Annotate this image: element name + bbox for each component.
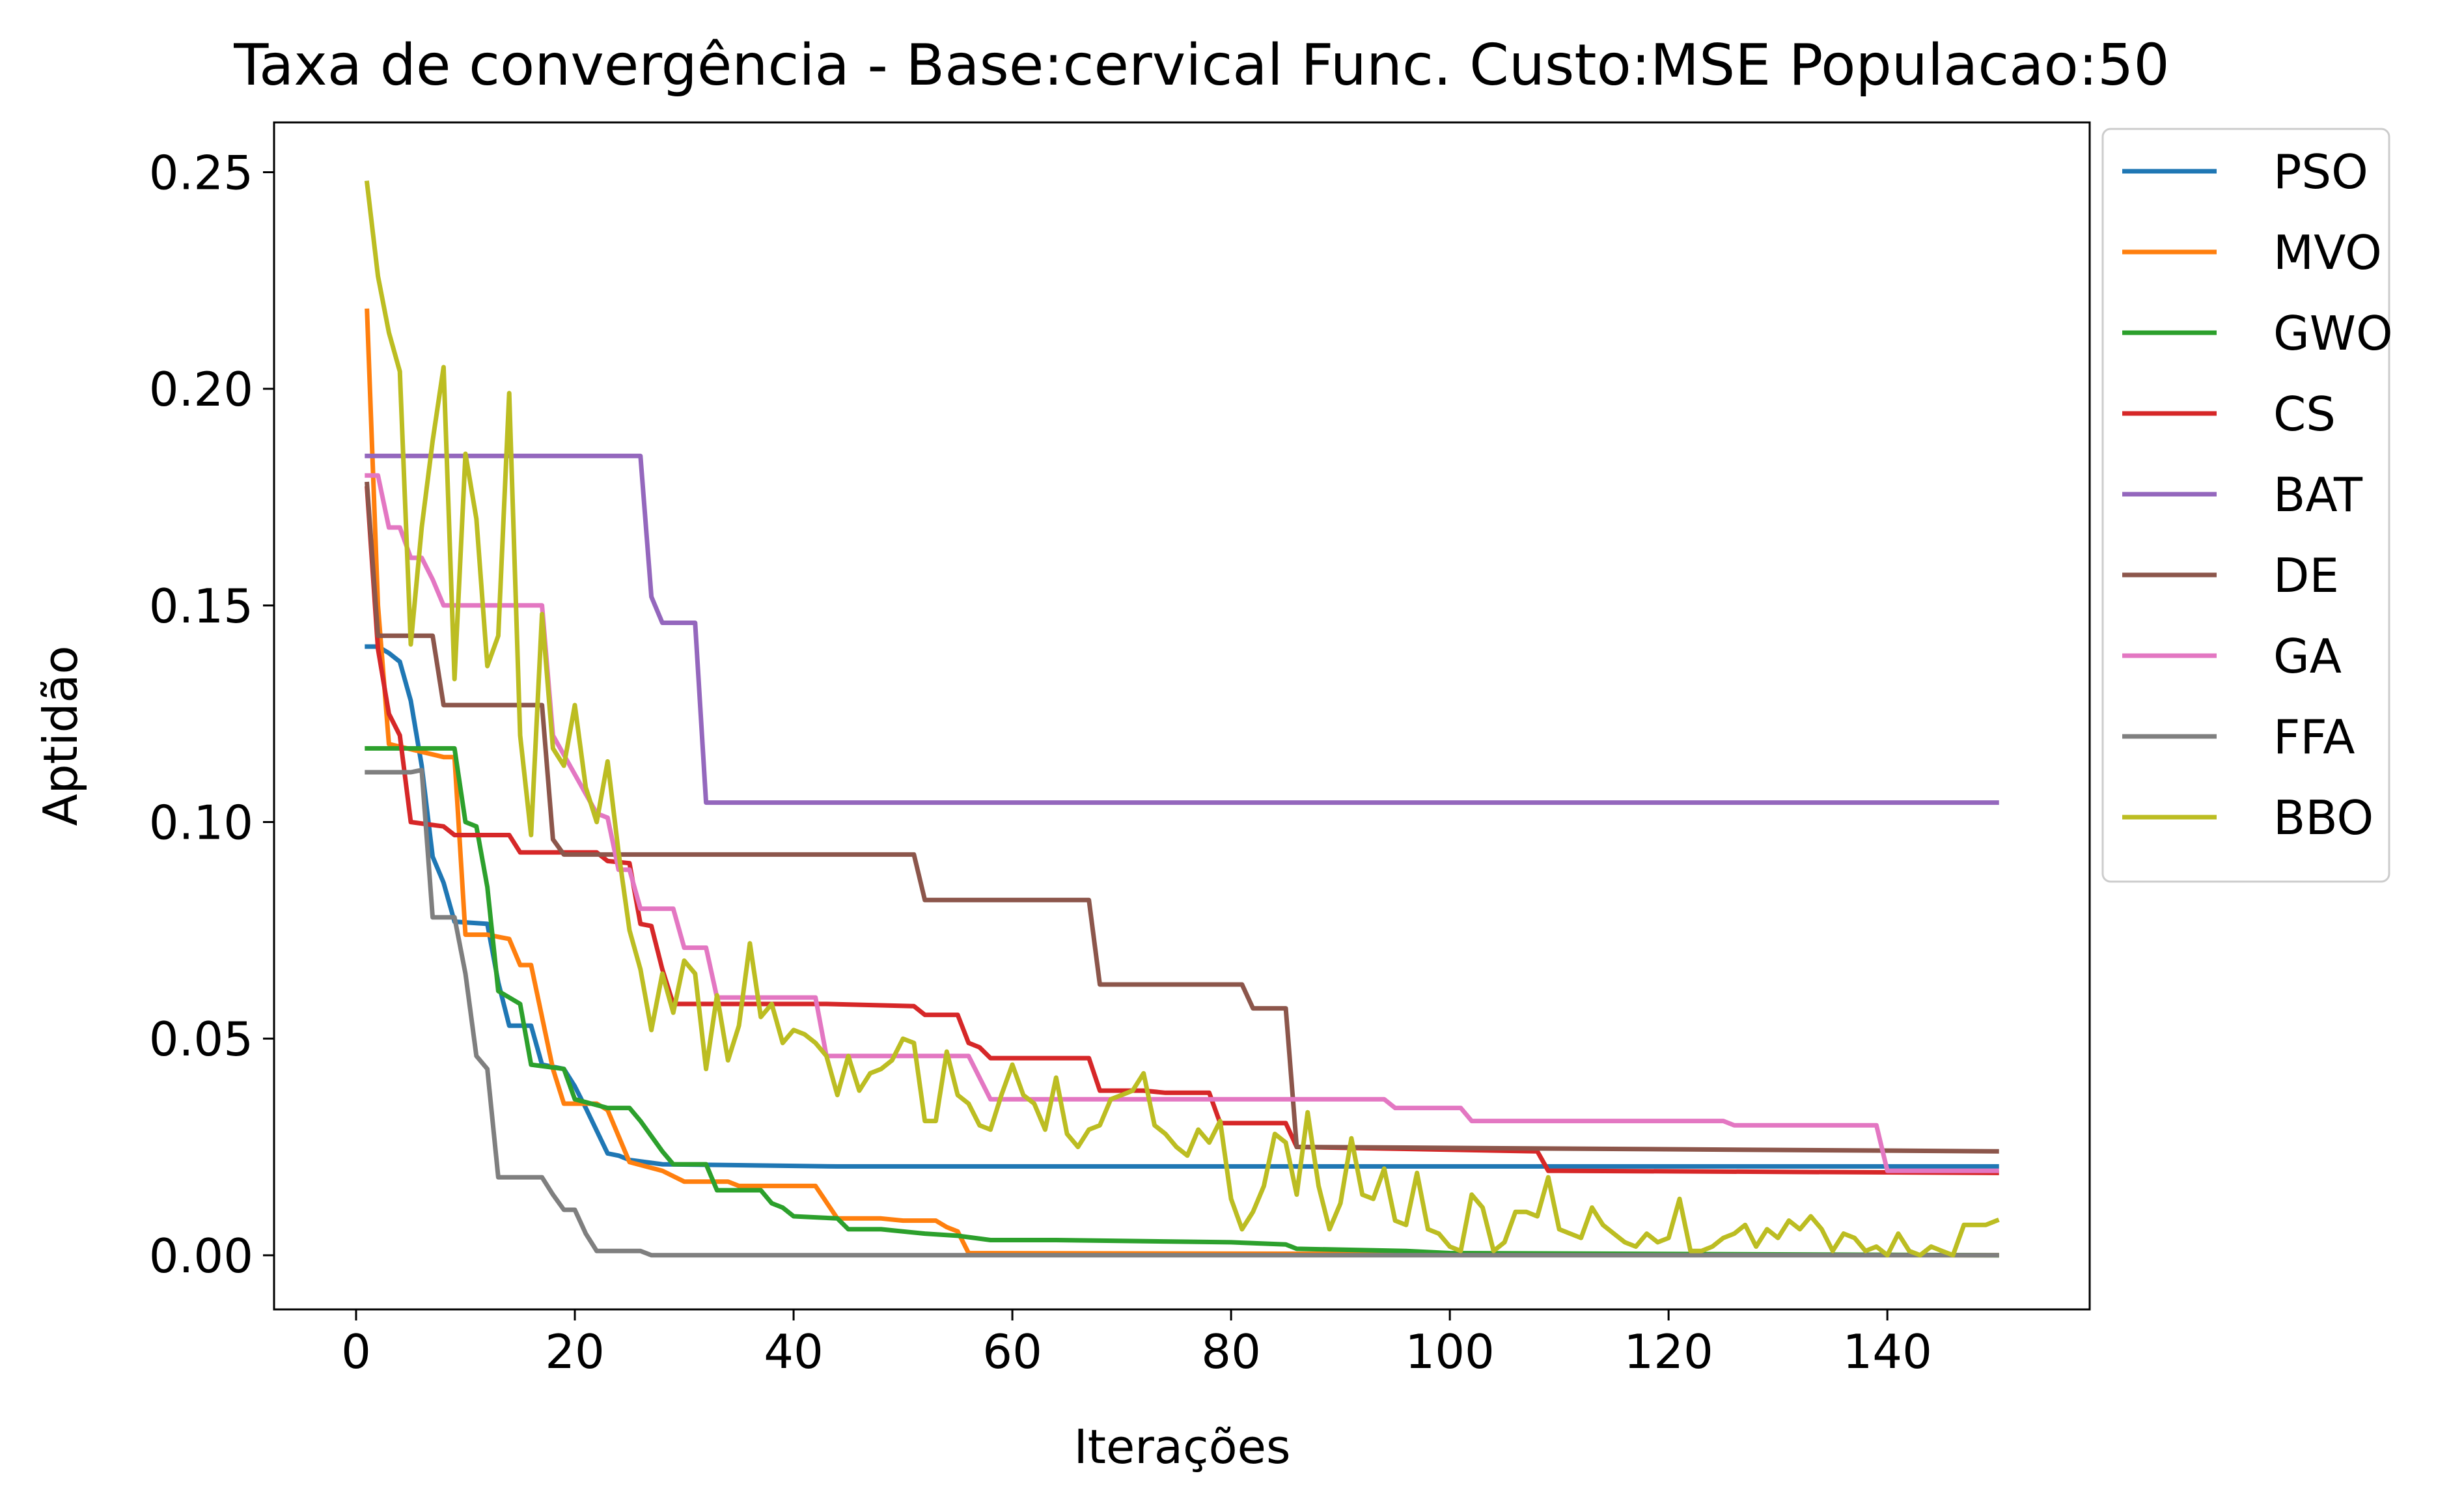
legend-box xyxy=(2101,128,2390,883)
legend-label-bbo: BBO xyxy=(2273,790,2374,845)
y-tick-label: 0.10 xyxy=(149,796,253,850)
x-tick-label: 40 xyxy=(764,1324,824,1379)
legend: PSO MVO GWO CS BAT DE GA FFA BBO xyxy=(2101,128,2393,883)
series-line-gwo xyxy=(365,746,1999,1258)
x-tick-label: 120 xyxy=(1624,1324,1713,1379)
series-line-de xyxy=(365,481,1999,1154)
chart-title: Taxa de convergência - Base:cervical Fun… xyxy=(233,32,2170,98)
y-tick-label: 0.15 xyxy=(149,579,253,634)
x-tick-label: 0 xyxy=(341,1324,371,1379)
legend-label-ffa: FFA xyxy=(2273,710,2355,764)
x-axis-ticks: 0 20 40 60 80 100 120 140 xyxy=(341,1309,1932,1379)
legend-label-cs: CS xyxy=(2273,387,2336,441)
y-tick-label: 0.05 xyxy=(149,1012,253,1067)
x-axis-label: Iterações xyxy=(1074,1419,1291,1474)
y-axis-ticks: 0.00 0.05 0.10 0.15 0.20 0.25 xyxy=(149,146,274,1283)
y-tick-label: 0.25 xyxy=(149,146,253,201)
series-line-mvo xyxy=(365,308,1999,1258)
legend-label-bat: BAT xyxy=(2273,468,2363,522)
x-tick-label: 20 xyxy=(545,1324,605,1379)
legend-label-pso: PSO xyxy=(2273,145,2368,199)
y-axis-label: Aptidão xyxy=(33,645,88,826)
series-lines xyxy=(364,180,2000,1258)
y-tick-label: 0.20 xyxy=(149,362,253,417)
legend-label-ga: GA xyxy=(2273,629,2342,684)
series-line-ffa xyxy=(365,768,1999,1258)
series-line-bbo xyxy=(364,180,2000,1258)
legend-label-gwo: GWO xyxy=(2273,306,2393,361)
x-tick-label: 80 xyxy=(1201,1324,1261,1379)
series-line-cs xyxy=(365,486,1999,1175)
series-line-bat xyxy=(365,453,1999,805)
plot-frame xyxy=(273,121,2091,1311)
x-tick-label: 140 xyxy=(1842,1324,1931,1379)
series-line-ga xyxy=(365,473,1999,1173)
series-line-pso xyxy=(365,644,1999,1169)
legend-label-de: DE xyxy=(2273,548,2339,603)
legend-label-mvo: MVO xyxy=(2273,225,2382,280)
x-tick-label: 60 xyxy=(982,1324,1042,1379)
y-tick-label: 0.00 xyxy=(149,1229,253,1283)
x-tick-label: 100 xyxy=(1405,1324,1494,1379)
